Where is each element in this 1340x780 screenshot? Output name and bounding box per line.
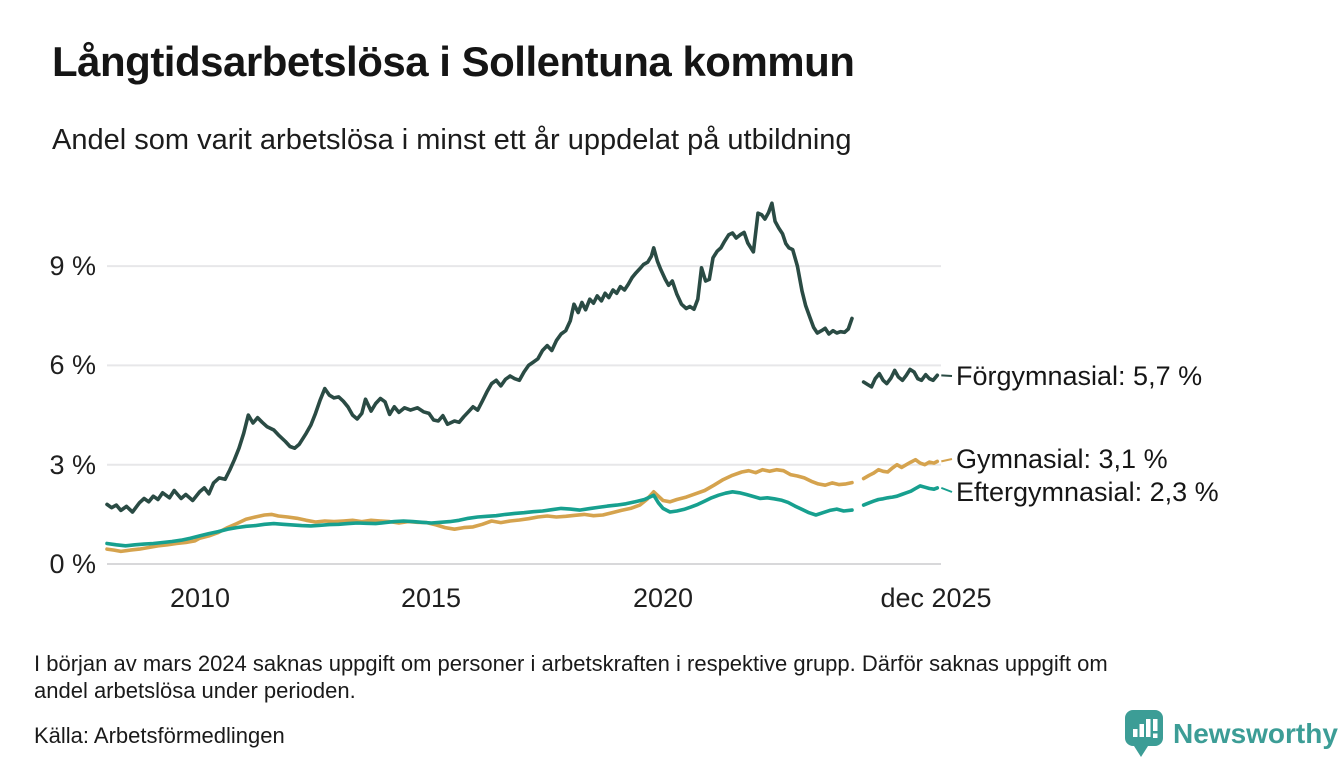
- footnote-line-1: I början av mars 2024 saknas uppgift om …: [34, 651, 1108, 676]
- y-tick-label-3: 3 %: [49, 450, 96, 480]
- series-line-eftergymnasial: [105, 489, 854, 548]
- series-label-connector-eftergymnasial: [940, 486, 953, 493]
- series-line-förgymnasial: [105, 201, 854, 514]
- y-tick-label-6: 6 %: [49, 350, 96, 380]
- newsworthy-brand-text: Newsworthy: [1173, 717, 1338, 749]
- series-line-förgymnasial: [861, 367, 940, 389]
- series-label-connector-förgymnasial: [941, 374, 953, 377]
- x-tick-label-2020: 2020: [632, 583, 694, 613]
- newsworthy-logo-icon: [1125, 710, 1163, 757]
- y-tick-label-0: 0 %: [49, 549, 96, 579]
- series-label-gymnasial: Gymnasial: 3,1 %: [956, 444, 1168, 474]
- y-tick-label-9: 9 %: [49, 251, 96, 281]
- x-tick-label-2010: 2010: [169, 583, 231, 613]
- series-line-eftergymnasial: [861, 484, 940, 507]
- page-title: Långtidsarbetslösa i Sollentuna kommun: [52, 38, 855, 85]
- x-tick-label-dec-2025: dec 2025: [880, 583, 992, 613]
- series-label-forgymnasial: Förgymnasial: 5,7 %: [956, 361, 1203, 391]
- series-label-eftergymnasial: Eftergymnasial: 2,3 %: [956, 477, 1219, 507]
- newsworthy-logo: Newsworthy: [1125, 710, 1338, 757]
- source-note: Källa: Arbetsförmedlingen: [34, 723, 285, 748]
- series-label-connector-gymnasial: [941, 458, 953, 463]
- chart-canvas: [105, 201, 953, 565]
- series-line-gymnasial: [105, 467, 854, 554]
- page-subtitle: Andel som varit arbetslösa i minst ett å…: [52, 124, 852, 156]
- series-line-gymnasial: [861, 457, 940, 481]
- footnote-line-2: andel arbetslösa under perioden.: [34, 678, 356, 703]
- x-tick-label-2015: 2015: [400, 583, 462, 613]
